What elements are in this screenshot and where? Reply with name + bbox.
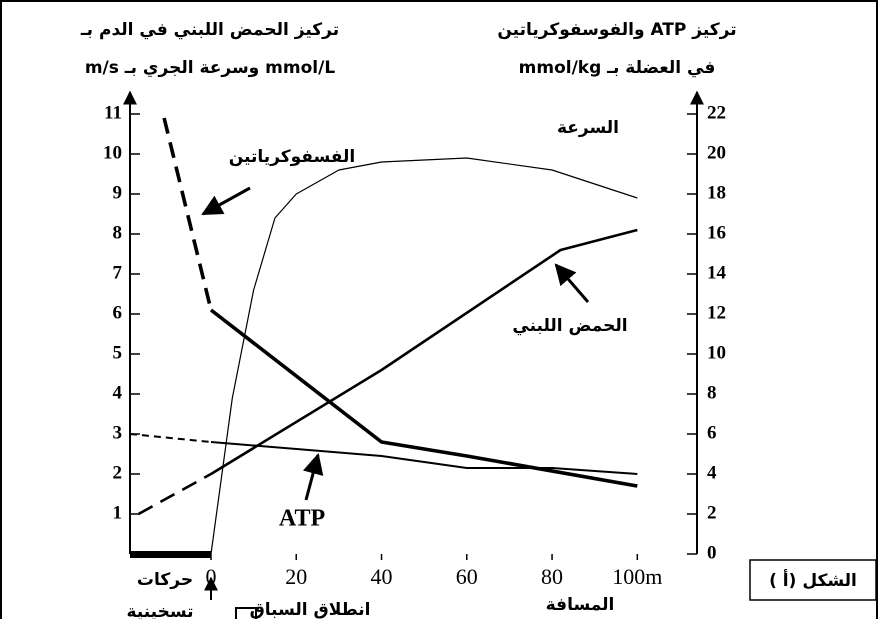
warmup-label: تسخينية (126, 602, 193, 619)
x-tick-label: 20 (285, 564, 307, 589)
y-tick-label: 3 (113, 422, 123, 443)
series-line (210, 228, 638, 476)
y-axis-title: تركيز الحمض اللبني في الدم بـ (80, 20, 339, 40)
series-label: الحمض اللبني (512, 316, 627, 336)
x-tick-label: 60 (456, 564, 478, 589)
figure-box (749, 559, 877, 601)
y-tick-label: 9 (113, 182, 123, 203)
y-axis-title: mmol/L وسرعة الجري بـ m/s (85, 58, 335, 78)
series-label: السرعة (557, 118, 619, 138)
y-tick-label: 2 (113, 462, 123, 483)
y2-tick-label: 6 (707, 422, 717, 443)
figure-label: الشكل (أ ) (769, 569, 857, 591)
warmup-bar (130, 551, 211, 558)
y2-tick-label: 10 (707, 342, 726, 363)
series-line (210, 441, 638, 475)
series-line (210, 157, 638, 555)
y-tick-label: 4 (113, 382, 123, 403)
y2-tick-label: 18 (707, 182, 726, 203)
y-tick-label: 7 (113, 262, 123, 283)
series-line (209, 308, 638, 488)
y2-axis-title: تركيز ATP والفوسفوكرياتين (497, 20, 736, 40)
y-tick-label: 6 (113, 302, 123, 323)
arrow (201, 186, 251, 216)
bracket (235, 607, 257, 619)
arrow (554, 263, 590, 303)
y2-axis-title: في العضلة بـ mmol/kg (519, 58, 716, 78)
y2-tick-label: 8 (707, 382, 717, 403)
x-tick-label: 40 (371, 564, 393, 589)
y-tick-label: 11 (104, 102, 122, 123)
y2-tick-label: 12 (707, 302, 726, 323)
y2-tick-label: 2 (707, 502, 717, 523)
x-tick-label: 0 (206, 564, 217, 589)
y2-tick-label: 4 (707, 462, 717, 483)
series-line (137, 472, 212, 516)
x-tick-label: 100m (612, 564, 662, 589)
series-line (129, 433, 212, 443)
y2-tick-label: 20 (707, 142, 726, 163)
warmup-label: حركات (137, 570, 193, 590)
start-label: انطلاق السباق (250, 600, 371, 619)
y2-tick-label: 14 (707, 262, 727, 283)
series-line (162, 117, 213, 311)
series-label: الفسفوكرياتين (229, 147, 356, 167)
y-tick-label: 5 (113, 342, 123, 363)
y2-tick-label: 22 (707, 102, 726, 123)
series-label: ATP (279, 506, 325, 532)
y-tick-label: 8 (113, 222, 123, 243)
x-axis-title: المسافة (546, 595, 615, 615)
x-tick-label: 80 (541, 564, 563, 589)
y-tick-label: 1 (113, 502, 123, 523)
y2-tick-label: 0 (707, 542, 717, 563)
y-tick-label: 10 (103, 142, 122, 163)
arrow (302, 452, 324, 501)
y2-tick-label: 16 (707, 222, 726, 243)
